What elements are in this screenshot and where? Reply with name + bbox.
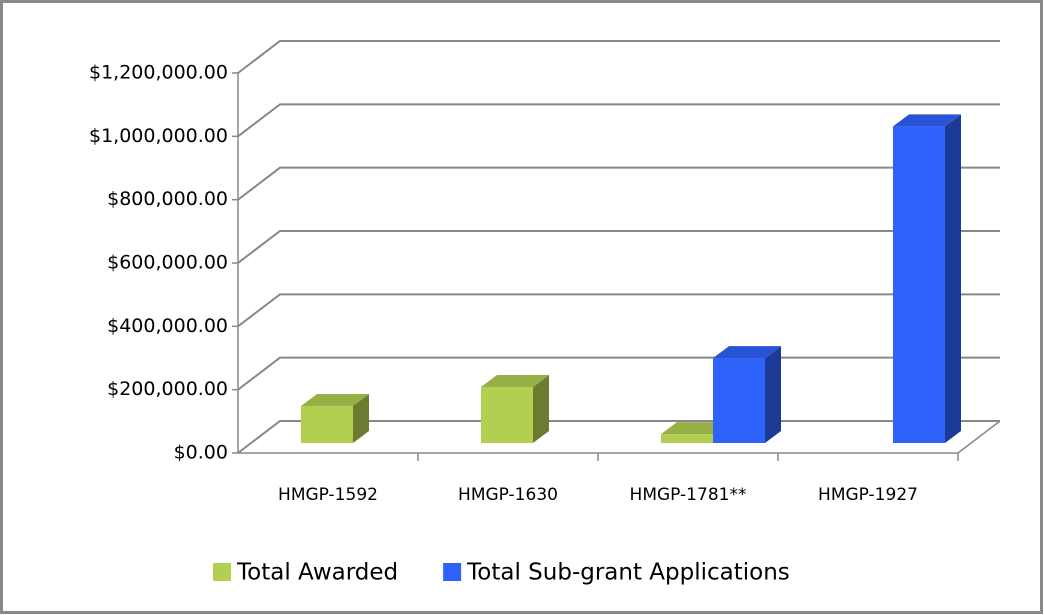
x-tick-label: HMGP-1630 [458,485,558,505]
y-tick-label: $1,200,000.00 [89,62,228,84]
legend-label: Total Sub-grant Applications [466,560,790,586]
y-tick-label: $800,000.00 [107,188,228,210]
y-tick-label: $1,000,000.00 [89,125,228,147]
grid-line [237,166,1000,201]
x-tick-label: HMGP-1592 [278,485,378,505]
grid-line [237,230,1000,264]
legend-swatch [213,563,231,581]
bar-front [301,405,353,443]
bar-top [661,422,729,435]
bar [301,393,369,443]
bar-front [893,126,945,443]
x-tick-label: HMGP-1927 [818,485,918,505]
bar-side [945,114,961,443]
y-tick-label: $400,000.00 [107,315,228,337]
y-tick-label: $600,000.00 [107,252,228,274]
bar-side [353,393,369,443]
legend-label: Total Awarded [236,560,398,586]
bar [713,346,781,443]
bar-front [661,434,713,443]
y-tick-label: $200,000.00 [107,378,228,400]
y-tick-label: $0.00 [174,442,228,464]
bar-front [481,386,533,443]
legend-swatch [443,563,462,581]
bar-side [765,346,781,443]
bar-top [481,374,549,387]
bar-side [533,374,549,443]
bar [893,114,961,443]
grid-line [237,40,1000,74]
grid-line [237,103,1000,138]
bar [481,374,549,443]
bar-front [713,358,765,443]
bar-top [713,346,781,359]
x-tick-label: HMGP-1781** [630,485,747,505]
grid-line [237,293,1000,328]
bar-top [893,114,961,127]
bar-top [301,393,369,406]
